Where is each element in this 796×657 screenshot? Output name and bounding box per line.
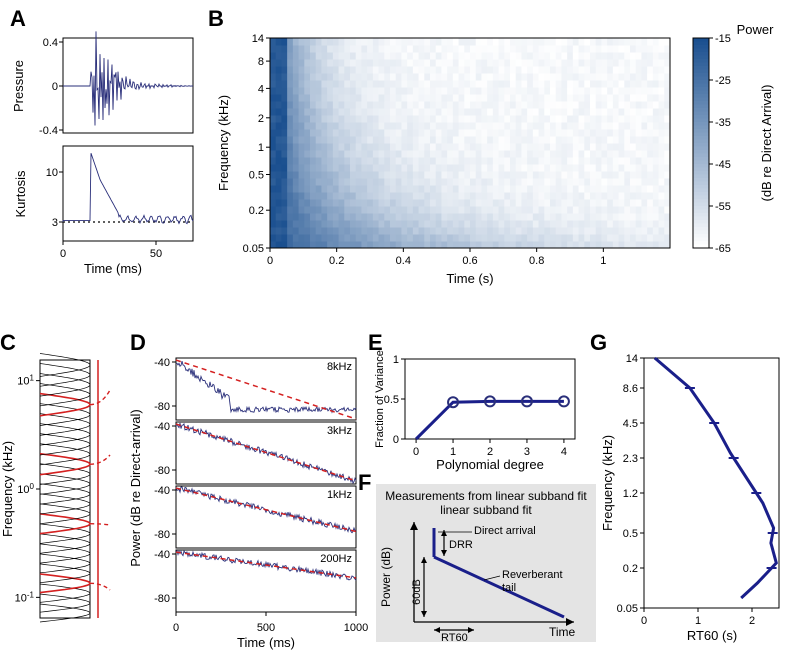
svg-text:-15: -15: [715, 33, 731, 45]
svg-text:0: 0: [641, 615, 647, 627]
svg-text:Measurements from linear subba: Measurements from linear subband fit: [385, 489, 587, 503]
svg-text:100: 100: [17, 482, 34, 497]
svg-text:0.05: 0.05: [617, 603, 638, 615]
svg-text:-80: -80: [154, 465, 170, 477]
svg-text:-40: -40: [154, 421, 170, 433]
svg-text:Pressure: Pressure: [11, 60, 26, 112]
svg-text:8kHz: 8kHz: [327, 361, 352, 373]
svg-text:0.6: 0.6: [462, 255, 477, 267]
svg-text:tail: tail: [502, 582, 516, 594]
svg-text:-40: -40: [154, 357, 170, 369]
panel-A: 0.4 0 -0.4 Pressure 10 3 Kurtosis 0 50 T…: [8, 28, 208, 308]
svg-text:10: 10: [46, 167, 58, 179]
svg-text:1: 1: [695, 615, 701, 627]
svg-text:-55: -55: [715, 201, 731, 213]
svg-text:Kurtosis: Kurtosis: [13, 170, 28, 217]
svg-text:Time (ms): Time (ms): [237, 635, 295, 650]
svg-text:RT60: RT60: [441, 632, 468, 644]
svg-text:-80: -80: [154, 401, 170, 413]
panel-G: 0.05 0.2 0.5 1.2 2.3 4.5 8.6 14 0 1 2 Frequency (…: [600, 348, 796, 650]
svg-text:Frequency (kHz): Frequency (kHz): [600, 435, 615, 531]
svg-text:Power (dB): Power (dB): [379, 547, 393, 607]
svg-text:0: 0: [60, 248, 66, 260]
svg-text:1: 1: [600, 255, 606, 267]
svg-text:4.5: 4.5: [623, 418, 638, 430]
panel-F: Measurements from linear subband fit lin…: [368, 480, 603, 650]
svg-text:DRR: DRR: [449, 539, 473, 551]
svg-text:-80: -80: [154, 593, 170, 605]
svg-text:Polynomial degree: Polynomial degree: [436, 457, 544, 472]
svg-text:-40: -40: [154, 485, 170, 497]
svg-text:Time: Time: [549, 625, 576, 639]
svg-text:Frequency (kHz): Frequency (kHz): [0, 441, 15, 537]
svg-text:50: 50: [150, 248, 162, 260]
svg-text:0.4: 0.4: [396, 255, 411, 267]
svg-text:-25: -25: [715, 75, 731, 87]
svg-text:500: 500: [257, 622, 275, 634]
svg-text:8: 8: [258, 56, 264, 68]
svg-text:0.4: 0.4: [43, 37, 58, 49]
svg-text:4: 4: [258, 83, 264, 95]
svg-text:2: 2: [749, 615, 755, 627]
svg-text:3kHz: 3kHz: [327, 425, 352, 437]
svg-text:10-1: 10-1: [15, 590, 35, 605]
svg-text:1: 1: [258, 142, 264, 154]
svg-text:0.8: 0.8: [529, 255, 544, 267]
svg-text:0: 0: [393, 434, 399, 446]
svg-text:8.6: 8.6: [623, 383, 638, 395]
svg-text:1.2: 1.2: [623, 488, 638, 500]
svg-text:Time (s): Time (s): [446, 271, 493, 286]
svg-text:Time (ms): Time (ms): [84, 261, 142, 276]
svg-text:14: 14: [626, 353, 638, 365]
svg-text:-35: -35: [715, 117, 731, 129]
svg-text:0.5: 0.5: [249, 170, 264, 182]
svg-text:14: 14: [252, 33, 264, 45]
panel-B: 0.05 0.2 0.5 1 2 4 8 14 0 0.2 0.4 0.6 0.8 1 Time (s)…: [215, 20, 795, 310]
svg-text:0.2: 0.2: [249, 205, 264, 217]
svg-text:0.05: 0.05: [243, 243, 264, 255]
panel-E: 00.51 01234 Fraction of Variance Polynom…: [370, 345, 600, 485]
svg-text:101: 101: [17, 373, 34, 388]
svg-text:0: 0: [413, 446, 419, 458]
svg-text:2: 2: [258, 113, 264, 125]
svg-text:60dB: 60dB: [411, 579, 423, 605]
svg-text:0: 0: [52, 81, 58, 93]
svg-text:-40: -40: [154, 549, 170, 561]
svg-text:0: 0: [173, 622, 179, 634]
svg-text:4: 4: [561, 446, 567, 458]
svg-text:-45: -45: [715, 159, 731, 171]
svg-text:Fraction of Variance: Fraction of Variance: [374, 350, 386, 448]
svg-text:1: 1: [393, 354, 399, 366]
svg-text:Direct arrival: Direct arrival: [474, 525, 536, 537]
svg-text:2.3: 2.3: [623, 453, 638, 465]
svg-text:-80: -80: [154, 529, 170, 541]
panel-C: 10-1 100 101 Frequency (kHz): [0, 352, 140, 657]
svg-text:Power: Power: [737, 22, 775, 37]
svg-text:0.2: 0.2: [623, 563, 638, 575]
svg-text:200Hz: 200Hz: [320, 553, 352, 565]
svg-text:1000: 1000: [344, 622, 368, 634]
svg-text:Frequency (kHz): Frequency (kHz): [216, 95, 231, 191]
svg-text:-0.4: -0.4: [39, 125, 58, 137]
svg-text:(dB re Direct Arrival): (dB re Direct Arrival): [759, 84, 774, 201]
svg-text:0: 0: [267, 255, 273, 267]
svg-text:-65: -65: [715, 243, 731, 255]
svg-text:0.5: 0.5: [623, 528, 638, 540]
svg-text:RT60 (s): RT60 (s): [687, 628, 737, 643]
svg-text:Power (dB re Direct-arrival): Power (dB re Direct-arrival): [128, 409, 143, 566]
svg-text:3: 3: [52, 217, 58, 229]
svg-text:linear subband fit: linear subband fit: [440, 503, 532, 517]
svg-text:1kHz: 1kHz: [327, 489, 352, 501]
svg-text:Reverberant: Reverberant: [502, 569, 563, 581]
panel-D: -40 -80 8kHz -40 -80 3kHz -40 -80 1kHz -40 -80 200H…: [128, 352, 378, 657]
svg-text:0.2: 0.2: [329, 255, 344, 267]
